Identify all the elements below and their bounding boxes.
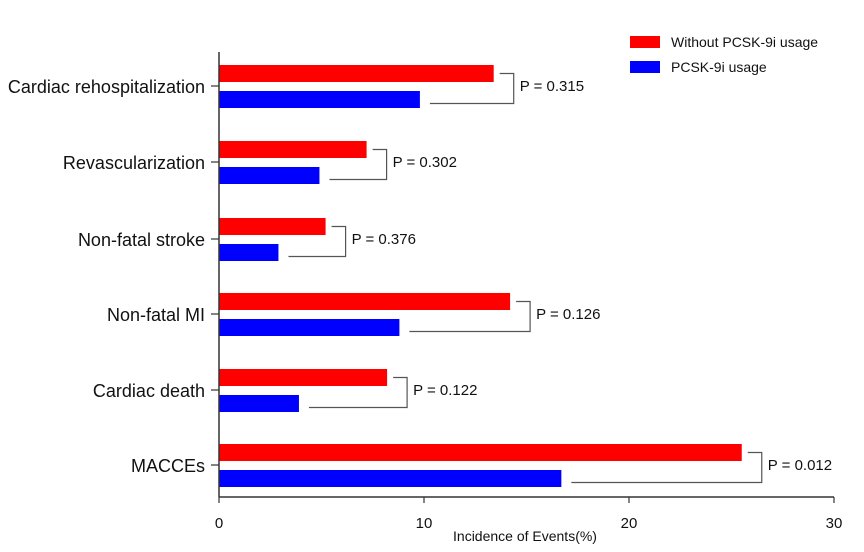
legend: Without PCSK-9i usage PCSK-9i usage	[630, 34, 818, 75]
x-axis-title: Incidence of Events(%)	[453, 528, 597, 544]
p-bracket-2	[288, 225, 347, 258]
p-value-label-2: P = 0.376	[352, 231, 416, 248]
category-label-5: MACCEs	[131, 456, 205, 476]
bar-pcsk9i-2	[219, 244, 279, 261]
bar-pcsk9i-0	[219, 91, 420, 108]
category-label-3: Non-fatal MI	[107, 305, 205, 325]
bar-without-pcsk9i-1	[219, 141, 367, 158]
category-label-1: Revascularization	[63, 153, 205, 173]
bar-without-pcsk9i-3	[219, 293, 511, 310]
legend-label-1: PCSK-9i usage	[671, 59, 767, 75]
p-bracket-4	[308, 376, 408, 409]
legend-swatch-1	[630, 61, 660, 73]
bar-without-pcsk9i-2	[219, 218, 326, 235]
p-bracket-0	[429, 72, 515, 105]
bar-pcsk9i-4	[219, 395, 299, 412]
legend-label-0: Without PCSK-9i usage	[671, 34, 818, 50]
category-label-0: Cardiac rehospitalization	[8, 77, 205, 97]
bar-pcsk9i-1	[219, 167, 320, 184]
bar-pcsk9i-3	[219, 319, 400, 336]
x-tick-label-3: 30	[826, 515, 843, 532]
p-bracket-5	[571, 451, 763, 484]
p-value-label-1: P = 0.302	[393, 154, 457, 171]
p-value-label-3: P = 0.126	[536, 306, 600, 323]
x-tick-label-2: 20	[621, 515, 638, 532]
bar-without-pcsk9i-5	[219, 444, 742, 461]
p-value-label-4: P = 0.122	[413, 382, 477, 399]
p-value-label-5: P = 0.012	[768, 457, 832, 474]
legend-swatch-0	[630, 36, 660, 48]
x-tick-label-0: 0	[215, 515, 223, 532]
x-tick-label-1: 10	[416, 515, 433, 532]
p-value-label-0: P = 0.315	[520, 78, 584, 95]
category-label-4: Cardiac death	[93, 381, 205, 401]
category-label-2: Non-fatal stroke	[78, 230, 205, 250]
p-bracket-3	[409, 300, 531, 333]
bar-without-pcsk9i-0	[219, 65, 494, 82]
p-bracket-1	[329, 148, 388, 181]
bar-pcsk9i-5	[219, 470, 562, 487]
bar-without-pcsk9i-4	[219, 369, 388, 386]
